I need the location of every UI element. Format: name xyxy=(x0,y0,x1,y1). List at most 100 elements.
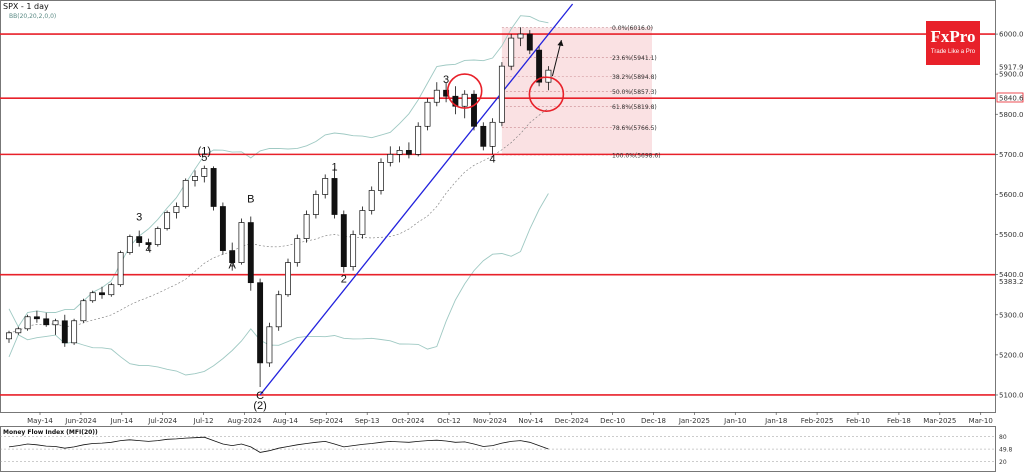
candle-body xyxy=(164,212,171,229)
candle-body xyxy=(526,33,533,51)
candle-body xyxy=(89,292,96,302)
wave-label: 4 xyxy=(490,153,496,165)
candle xyxy=(33,310,40,323)
candle xyxy=(303,210,310,243)
x-tick-label: May-14 xyxy=(27,417,53,425)
candle xyxy=(489,118,496,155)
candle-body xyxy=(247,222,254,284)
trendline-layer xyxy=(259,3,574,396)
fib-level-label: 61.8%(5819.8) xyxy=(612,104,657,111)
candle xyxy=(266,322,273,367)
candle xyxy=(192,170,198,187)
price-label: 5840.6 xyxy=(999,94,1024,102)
candle xyxy=(61,314,68,347)
lower-band xyxy=(8,193,549,376)
candle-body xyxy=(219,206,226,251)
highlight-circle xyxy=(528,76,565,113)
fib-level-label: 50.0%(5857.3) xyxy=(612,89,657,96)
y-tick-label: 5500.0 xyxy=(999,231,1024,239)
candle-body xyxy=(312,194,319,215)
fib-level-label: 78.6%(5766.5) xyxy=(612,125,657,132)
candle xyxy=(350,230,357,271)
candle-body xyxy=(443,89,450,97)
arrow-head xyxy=(557,40,564,47)
wave-label: 2 xyxy=(341,274,347,286)
candle-body xyxy=(154,228,161,245)
x-tick-label: Sep-2024 xyxy=(310,417,344,425)
candle-body xyxy=(405,150,412,155)
mfi-tick-label: 49.8 xyxy=(999,447,1013,454)
candle-body xyxy=(257,282,264,364)
candle-body xyxy=(52,320,59,326)
candle-body xyxy=(266,326,273,364)
bollinger-bands xyxy=(8,15,549,376)
y-tick-label: 5800.0 xyxy=(999,111,1024,119)
mfi-title: Money Flow Index (MFI(20)) xyxy=(3,429,98,436)
candle xyxy=(340,210,347,273)
candle xyxy=(433,82,440,107)
candle xyxy=(471,90,477,131)
candle xyxy=(526,30,533,55)
highlight-circle xyxy=(446,73,483,109)
candle-body xyxy=(229,250,236,263)
x-tick-label: Jun-2024 xyxy=(64,417,97,425)
wave-label: (2) xyxy=(253,400,266,412)
projection-arrow xyxy=(551,39,562,77)
wave-label: 5 xyxy=(201,152,207,164)
indicator-label: BB(20,20,2,0,0) xyxy=(9,13,56,20)
y-tick-label: 5200.0 xyxy=(999,351,1024,359)
candle xyxy=(322,174,329,199)
price-label: 5917.9 xyxy=(999,63,1024,71)
candle xyxy=(396,146,403,163)
candle xyxy=(43,312,50,327)
fib-level-label: 0.0%(6016.0) xyxy=(612,25,653,32)
x-tick-label: Sep-13 xyxy=(355,417,380,425)
candle xyxy=(275,290,282,331)
candle-body xyxy=(368,190,375,211)
x-tick-label: Jul-2024 xyxy=(147,417,177,425)
x-tick-label: Aug-14 xyxy=(273,417,299,425)
price-label: 5383.2 xyxy=(999,278,1024,286)
candle-body xyxy=(192,176,198,181)
candle xyxy=(452,86,459,115)
wave-label: 3 xyxy=(136,212,142,224)
chart-title: SPX - 1 day xyxy=(3,2,49,11)
candle-body xyxy=(433,89,440,103)
y-tick-label: 5400.0 xyxy=(999,271,1024,279)
uptrend-line xyxy=(259,3,574,396)
candle-body xyxy=(126,236,133,253)
candle xyxy=(24,314,31,331)
wave-label: (1) xyxy=(198,145,211,157)
wave-labels: (1)5 3 4 A B C(2) 1 2 3 4 xyxy=(136,74,496,412)
candle-body xyxy=(452,95,459,107)
candle xyxy=(219,202,226,255)
candle xyxy=(210,166,217,211)
candle-body xyxy=(489,121,496,147)
x-tick-label: Nov-14 xyxy=(518,417,543,425)
candle xyxy=(108,282,115,297)
candle xyxy=(294,234,301,267)
candle-body xyxy=(350,234,357,267)
candle-body xyxy=(471,93,477,127)
candle xyxy=(80,298,87,323)
x-tick-label: Aug-2024 xyxy=(227,417,262,425)
x-tick-label: Jan-10 xyxy=(723,417,746,425)
candle xyxy=(443,82,450,103)
x-tick-label: Oct-2024 xyxy=(392,417,425,425)
upper-band xyxy=(8,15,549,328)
x-tick-label: Mar-10 xyxy=(969,417,993,425)
x-tick-label: Dec-18 xyxy=(641,417,666,425)
candle-body xyxy=(117,252,124,286)
candle xyxy=(508,34,515,71)
candle-body xyxy=(415,125,422,155)
candle-body xyxy=(303,214,310,239)
x-tick-label: Dec-10 xyxy=(600,417,625,425)
candle xyxy=(71,318,78,345)
x-tick-label: Feb-10 xyxy=(846,417,870,425)
x-tick-label: Jan-18 xyxy=(764,417,787,425)
x-tick-label: Jan-2025 xyxy=(678,417,710,425)
candle-body xyxy=(173,206,180,213)
candle-body xyxy=(61,320,68,344)
mfi-tick-label: 20 xyxy=(999,459,1007,466)
